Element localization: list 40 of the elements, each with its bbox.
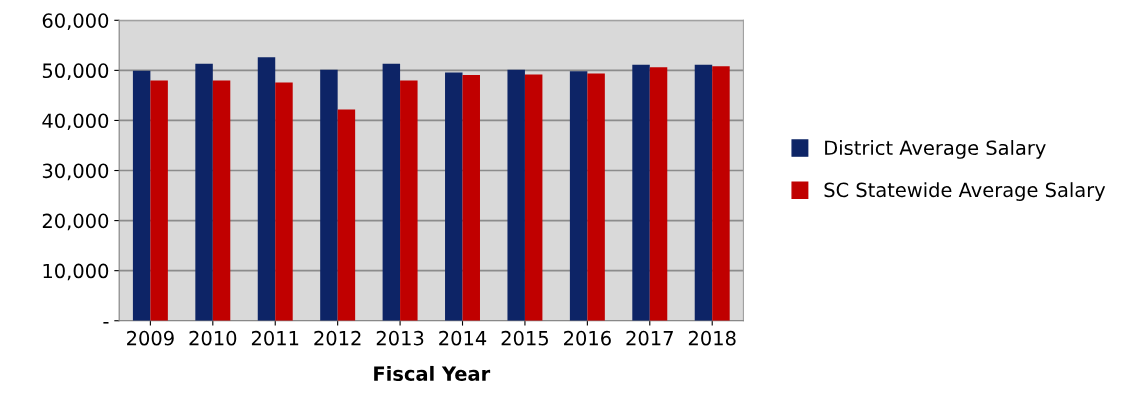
bar [400,80,418,321]
y-tick-label: 30,000 [42,163,109,181]
x-tick-label: 2018 [688,330,736,346]
legend-label: District Average Salary [825,140,1046,159]
y-tick-label: 20,000 [42,213,109,231]
bar [462,74,480,321]
bar [275,82,293,321]
bar [150,80,168,321]
y-tick-label: 40,000 [42,113,109,131]
bar [694,64,713,321]
bar [632,64,650,321]
bar [507,69,525,321]
bar [587,73,605,321]
y-tick-label: 50,000 [42,63,109,81]
bar [320,69,338,321]
x-axis-title: Fiscal Year [374,365,491,381]
x-tick-label: 2015 [501,330,548,346]
bar [195,63,213,321]
x-tick-label: 2016 [564,330,611,346]
x-tick-label: 2017 [626,330,673,346]
bar [132,70,151,321]
y-tick-label: - [103,322,109,324]
bar [382,63,401,321]
legend-label: SC Statewide Average Salary [824,182,1106,202]
bar [212,80,231,321]
bar [524,74,543,321]
x-tick-label: 2011 [251,330,299,346]
y-tick-label: 60,000 [42,13,109,30]
bar [257,57,276,321]
x-tick-label: 2014 [439,330,487,346]
bar [337,109,356,321]
bar [712,66,730,321]
x-tick-label: 2013 [376,330,424,346]
x-tick-label: 2012 [314,330,361,346]
x-tick-label: 2010 [189,330,237,346]
bar [445,72,463,321]
x-tick-label: 2009 [127,330,174,346]
bar [569,71,588,321]
bar [649,67,668,321]
y-tick-label: 10,000 [43,263,109,281]
